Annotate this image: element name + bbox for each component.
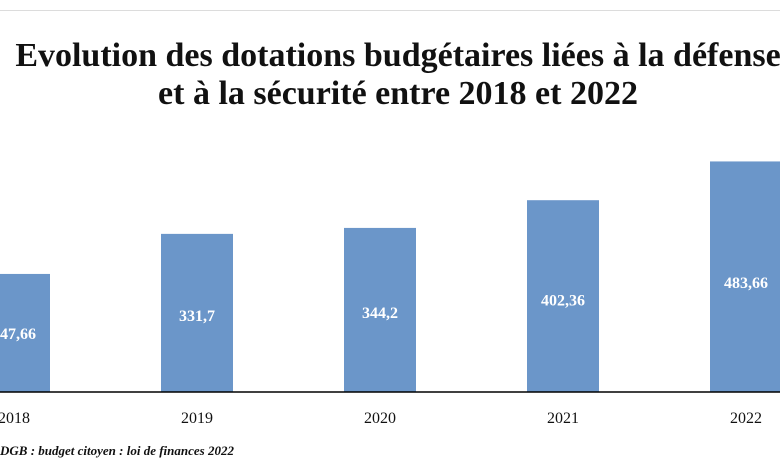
x-tick-label-2020: 2020 xyxy=(364,410,396,427)
x-tick-label-2019: 2019 xyxy=(181,410,213,427)
bar-value-label-2018: 247,66 xyxy=(0,326,36,343)
source-note: DGB : budget citoyen : loi de finances 2… xyxy=(0,443,234,458)
bar-2021 xyxy=(527,200,599,392)
top-divider xyxy=(0,10,780,11)
bar-value-label-2019: 331,7 xyxy=(179,308,215,325)
chart-title-line-1: Evolution des dotations budgétaires liée… xyxy=(15,37,780,74)
chart-title-line-2: et à la sécurité entre 2018 et 2022 xyxy=(158,75,638,112)
x-tick-labels: 2018 2019 2020 2021 2022 xyxy=(0,410,762,427)
x-tick-label-2018: 2018 xyxy=(0,410,30,427)
x-tick-label-2021: 2021 xyxy=(547,410,579,427)
bar-2020 xyxy=(344,227,416,392)
bar-2018 xyxy=(0,273,50,392)
bar-value-label-2021: 402,36 xyxy=(541,293,585,310)
bar-value-label-2020: 344,2 xyxy=(362,305,398,322)
bars-layer: 247,66 331,7 344,2 402,36 483,66 xyxy=(0,161,780,392)
bar-2022 xyxy=(710,161,780,392)
x-tick-label-2022: 2022 xyxy=(730,410,762,427)
bar-2019 xyxy=(161,233,233,392)
bar-value-label-2022: 483,66 xyxy=(724,275,768,292)
